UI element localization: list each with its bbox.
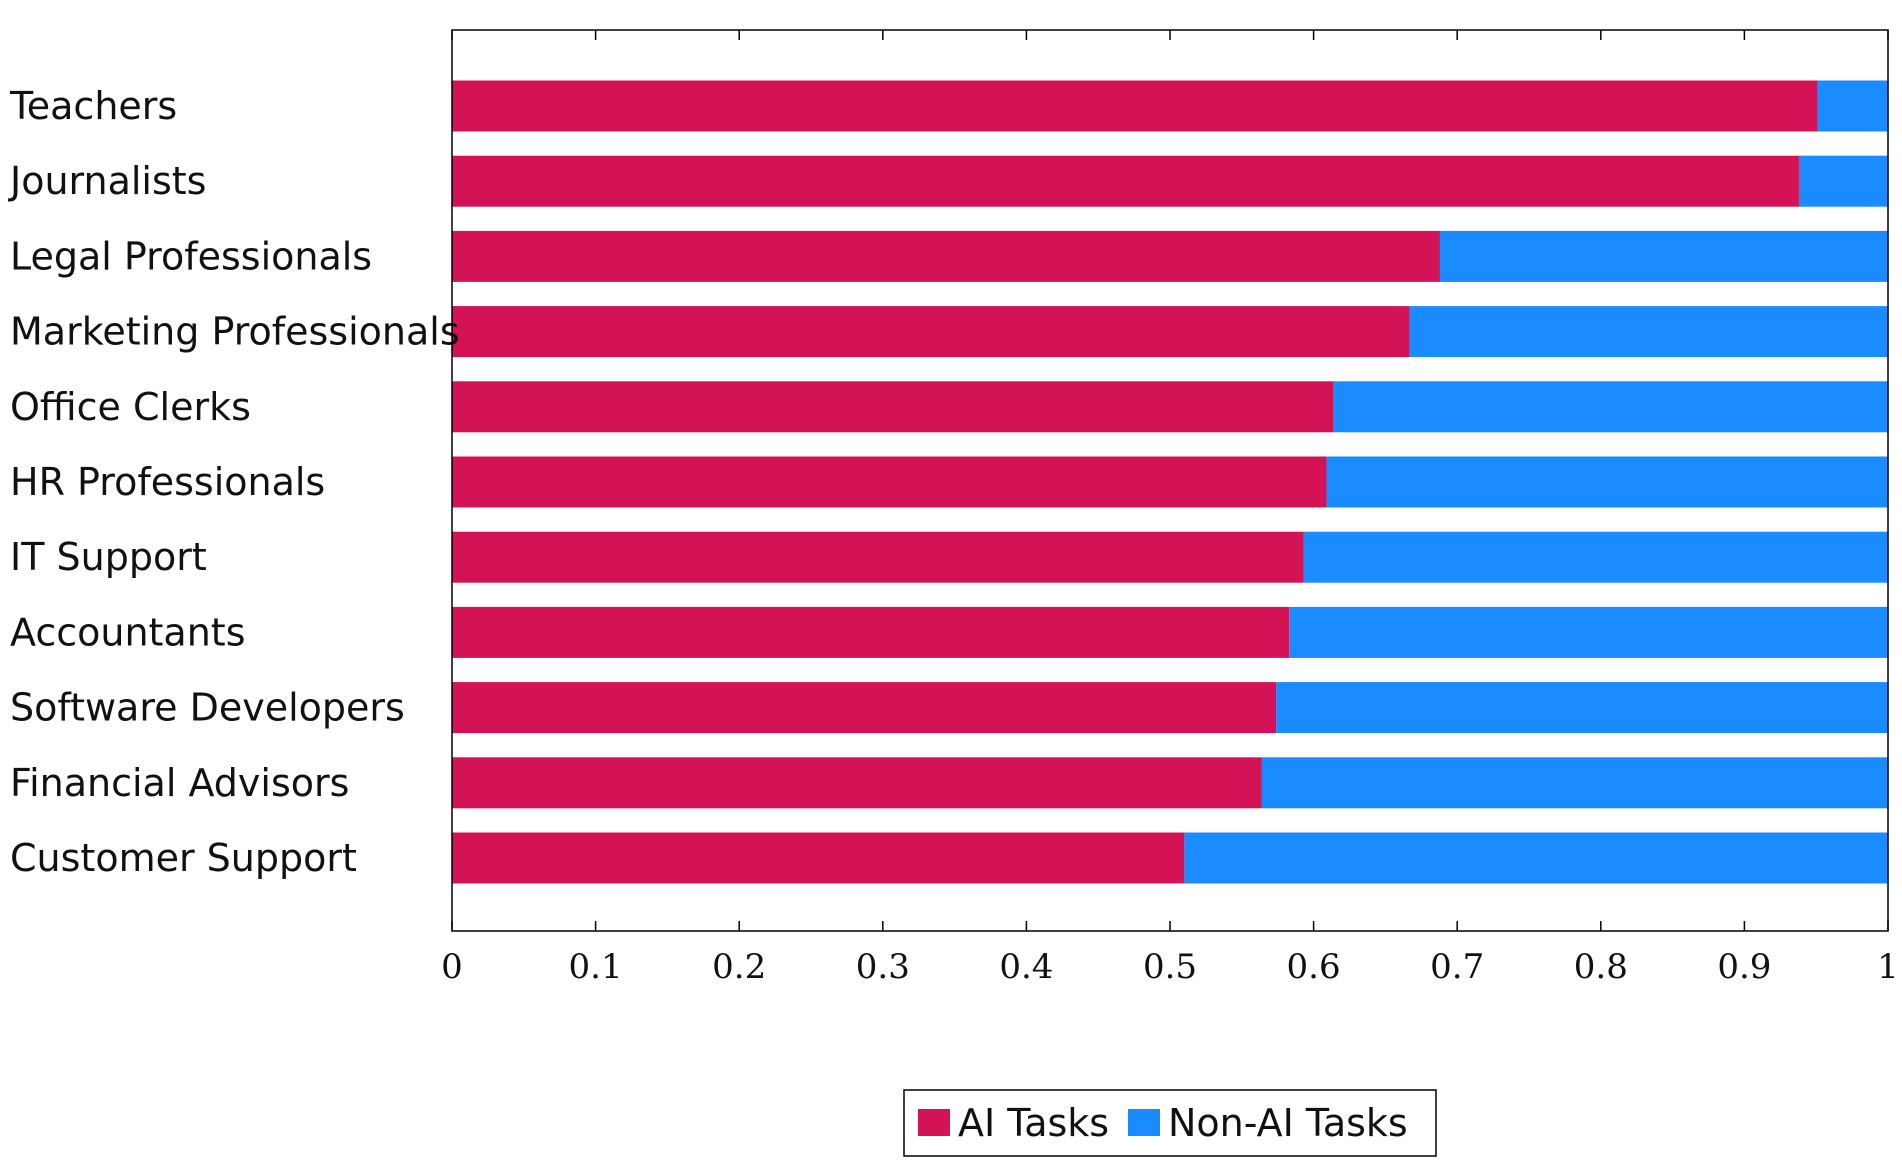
bar-non-ai-tasks-9: [1261, 757, 1888, 809]
x-tick-label: 1: [1877, 947, 1899, 987]
bar-non-ai-tasks-6: [1303, 531, 1888, 583]
x-tick-label: 0.9: [1717, 947, 1771, 987]
category-label: Journalists: [8, 159, 206, 203]
legend-label: AI Tasks: [958, 1101, 1109, 1145]
category-label: Customer Support: [10, 836, 357, 880]
x-tick-label: 0.8: [1574, 947, 1628, 987]
x-tick-label: 0.5: [1143, 947, 1197, 987]
bar-ai-tasks-2: [452, 230, 1440, 282]
legend-swatch: [918, 1109, 950, 1136]
bar-non-ai-tasks-2: [1439, 230, 1888, 282]
bar-ai-tasks-6: [452, 531, 1304, 583]
bar-ai-tasks-1: [452, 155, 1799, 207]
x-tick-label: 0.3: [856, 947, 910, 987]
category-labels: Teachers Journalists Legal Professionals Ma…: [8, 84, 460, 880]
category-label: Legal Professionals: [10, 234, 372, 278]
category-label: Teachers: [9, 84, 177, 128]
category-label: Accountants: [10, 610, 246, 654]
x-tick-label: 0.6: [1287, 947, 1341, 987]
bar-ai-tasks-9: [452, 757, 1262, 809]
x-tick-label: 0.2: [712, 947, 766, 987]
bar-non-ai-tasks-0: [1817, 80, 1888, 132]
x-axis-ticks: 0 0.1 0.2 0.3 0.4 0.5 0.6 0.7 0.8 0.9 1: [441, 30, 1899, 987]
category-label: Software Developers: [10, 686, 405, 730]
category-label: Office Clerks: [10, 385, 251, 429]
bar-ai-tasks-7: [452, 606, 1290, 658]
x-tick-label: 0: [441, 947, 463, 987]
bar-non-ai-tasks-7: [1289, 606, 1888, 658]
bar-ai-tasks-0: [452, 80, 1818, 132]
legend-label: Non-AI Tasks: [1168, 1101, 1408, 1145]
bar-non-ai-tasks-8: [1276, 682, 1888, 734]
bars-layer: [452, 80, 1888, 884]
bar-non-ai-tasks-1: [1798, 155, 1888, 207]
x-tick-label: 0.4: [999, 947, 1053, 987]
x-tick-label: 0.1: [569, 947, 623, 987]
bar-ai-tasks-4: [452, 381, 1334, 433]
category-label: IT Support: [10, 535, 207, 579]
bar-non-ai-tasks-4: [1333, 381, 1888, 433]
category-label: HR Professionals: [10, 460, 325, 504]
category-label: Financial Advisors: [10, 761, 349, 805]
legend-swatch: [1128, 1109, 1160, 1136]
x-tick-label: 0.7: [1430, 947, 1484, 987]
bar-ai-tasks-3: [452, 306, 1410, 358]
bar-non-ai-tasks-3: [1409, 306, 1888, 358]
bar-ai-tasks-10: [452, 832, 1185, 884]
legend: AI Tasks Non-AI Tasks: [903, 1089, 1437, 1157]
bar-non-ai-tasks-5: [1326, 456, 1888, 508]
bar-ai-tasks-5: [452, 456, 1327, 508]
legend-box: [903, 1089, 1437, 1157]
category-label: Marketing Professionals: [10, 310, 460, 354]
bar-ai-tasks-8: [452, 682, 1277, 734]
bar-non-ai-tasks-10: [1184, 832, 1888, 884]
